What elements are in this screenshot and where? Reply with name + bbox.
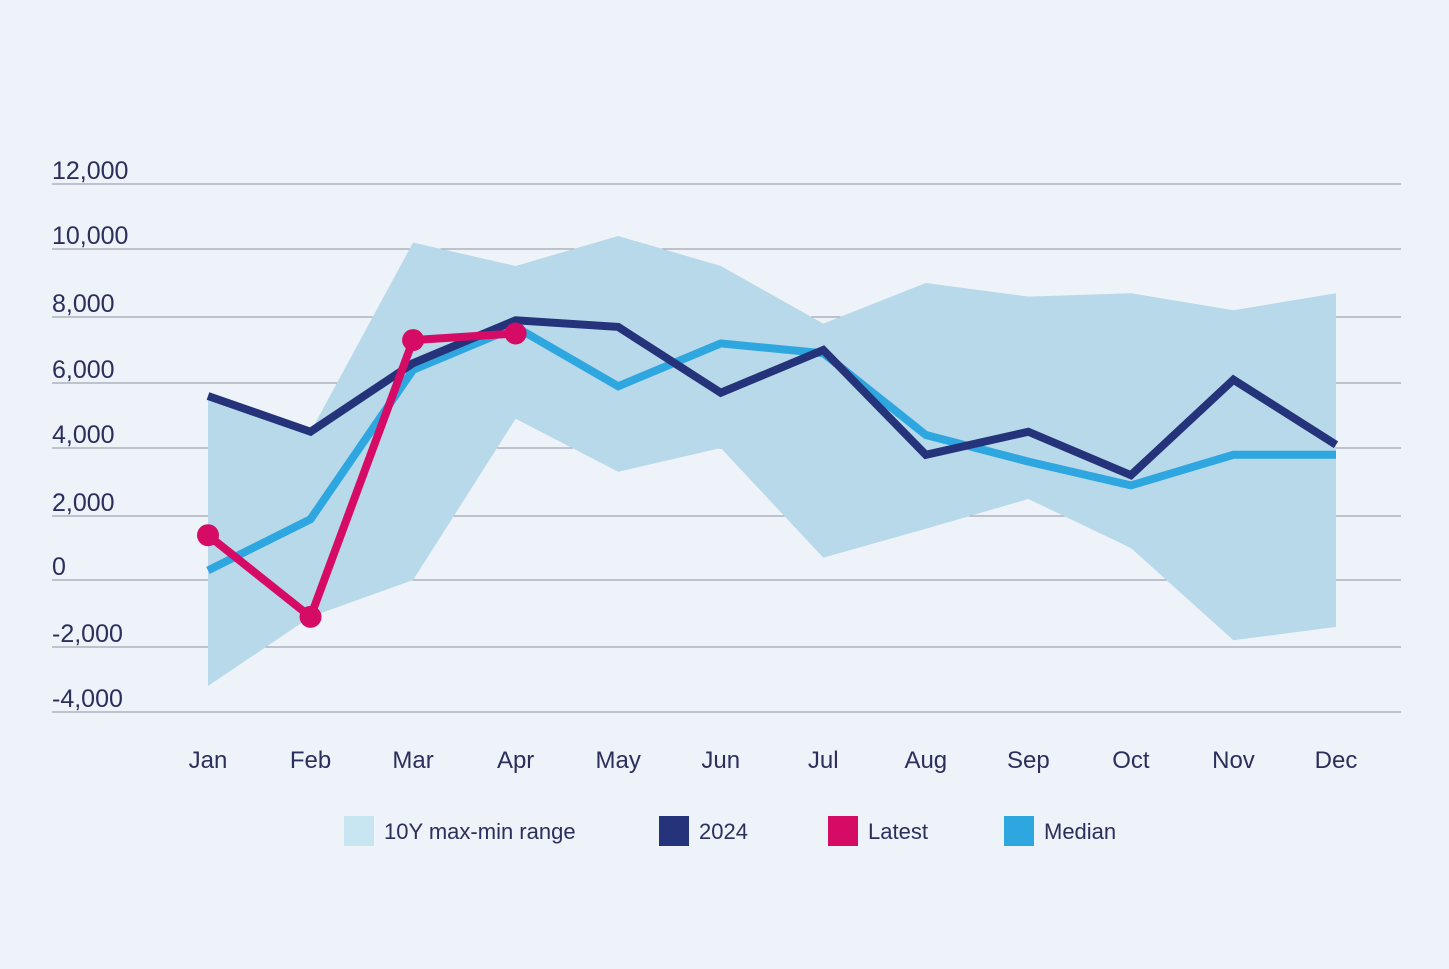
y-tick-label: 10,000	[52, 222, 128, 250]
legend-swatch	[659, 816, 689, 846]
series-lines-layer	[197, 316, 1339, 628]
legend-label: 2024	[699, 819, 748, 844]
series-line-2024	[206, 316, 1339, 480]
legend: 10Y max-min range 2024 Latest Median	[344, 816, 1116, 846]
x-tick-label: May	[596, 747, 641, 774]
y-tick-label: 6,000	[52, 356, 115, 384]
x-tick-label: Jul	[808, 747, 839, 774]
x-tick-label: Mar	[392, 747, 433, 774]
y-tick-label: 12,000	[52, 157, 128, 185]
y-tick-label: 8,000	[52, 290, 115, 318]
x-tick-label: Jan	[189, 747, 228, 774]
x-tick-label: Oct	[1112, 747, 1150, 774]
series-line-latest	[205, 329, 516, 624]
legend-swatch	[344, 816, 374, 846]
y-tick-label: -4,000	[52, 685, 123, 713]
x-tick-label: Aug	[904, 747, 947, 774]
x-axis-ticks: Jan Feb Mar Apr May Jun Jul Aug Sep Oct Nov Dec	[189, 747, 1358, 774]
x-tick-label: Jun	[701, 747, 740, 774]
y-tick-label: 2,000	[52, 489, 115, 517]
legend-swatch	[828, 816, 858, 846]
range-band	[208, 236, 1336, 686]
range-band-layer	[208, 236, 1336, 686]
legend-label: Median	[1044, 819, 1116, 844]
legend-label: 10Y max-min range	[384, 819, 576, 844]
x-tick-label: Feb	[290, 747, 331, 774]
latest-point	[299, 605, 322, 628]
latest-point	[402, 329, 425, 352]
y-axis-ticks: 12,000 10,000 8,000 6,000 4,000 2,000 0 -2,000 -…	[52, 157, 128, 713]
y-tick-label: 4,000	[52, 421, 115, 449]
latest-point	[504, 322, 527, 345]
latest-point	[197, 524, 219, 547]
x-tick-label: Dec	[1315, 747, 1358, 774]
legend-label: Latest	[868, 819, 928, 844]
legend-swatch	[1004, 816, 1034, 846]
x-tick-label: Apr	[497, 747, 534, 774]
y-tick-label: 0	[52, 553, 66, 581]
x-tick-label: Nov	[1212, 747, 1255, 774]
y-tick-label: -2,000	[52, 620, 123, 648]
x-tick-label: Sep	[1007, 747, 1050, 774]
